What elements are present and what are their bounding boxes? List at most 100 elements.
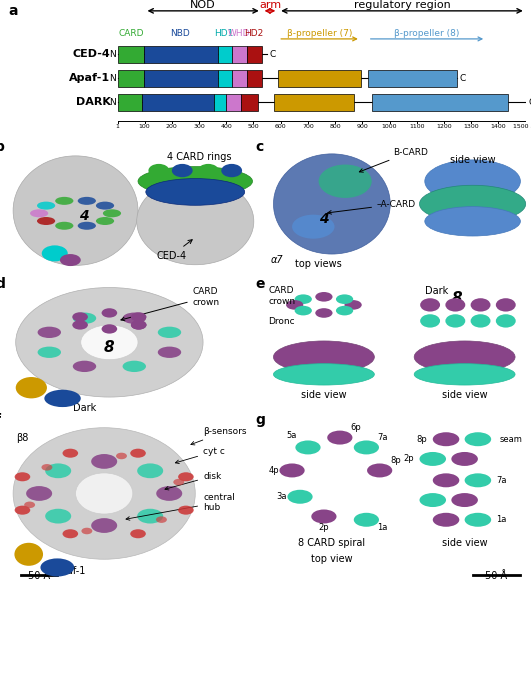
Text: 8p: 8p <box>417 435 427 444</box>
Ellipse shape <box>148 164 169 177</box>
Ellipse shape <box>286 300 303 310</box>
Ellipse shape <box>425 207 520 236</box>
Text: 2p: 2p <box>319 523 329 532</box>
Ellipse shape <box>96 217 114 225</box>
Ellipse shape <box>45 509 71 523</box>
Ellipse shape <box>60 254 81 266</box>
Ellipse shape <box>123 361 146 372</box>
Bar <box>118 94 142 111</box>
Ellipse shape <box>138 166 253 196</box>
Text: CARD: CARD <box>118 29 144 38</box>
Ellipse shape <box>24 501 35 508</box>
Ellipse shape <box>345 300 362 310</box>
Ellipse shape <box>63 449 78 458</box>
Ellipse shape <box>367 464 392 477</box>
Text: HD1: HD1 <box>215 29 234 38</box>
Text: side view: side view <box>442 538 487 548</box>
Text: C: C <box>528 98 531 107</box>
Text: 1: 1 <box>116 125 119 129</box>
Text: DARK: DARK <box>75 97 110 108</box>
Ellipse shape <box>311 510 337 523</box>
Bar <box>118 70 144 87</box>
Bar <box>144 46 218 63</box>
Ellipse shape <box>16 288 203 397</box>
Bar <box>218 70 232 87</box>
Ellipse shape <box>287 490 313 503</box>
Ellipse shape <box>315 292 332 301</box>
Ellipse shape <box>30 210 48 217</box>
Ellipse shape <box>78 222 96 229</box>
Text: Dark: Dark <box>73 403 96 413</box>
Ellipse shape <box>158 327 181 338</box>
Ellipse shape <box>131 321 147 329</box>
Ellipse shape <box>130 530 146 538</box>
Ellipse shape <box>136 178 254 264</box>
Ellipse shape <box>420 298 440 312</box>
Text: disk: disk <box>165 472 221 490</box>
Text: e: e <box>255 277 264 291</box>
Text: C: C <box>269 50 276 59</box>
Ellipse shape <box>55 197 73 205</box>
Bar <box>214 94 226 111</box>
Text: top views: top views <box>295 260 342 269</box>
Ellipse shape <box>72 312 88 321</box>
Text: N: N <box>109 98 116 107</box>
Text: d: d <box>0 277 5 291</box>
Ellipse shape <box>419 185 526 223</box>
Ellipse shape <box>451 452 478 466</box>
Ellipse shape <box>123 312 146 324</box>
Text: 8 CARD spiral: 8 CARD spiral <box>298 538 365 548</box>
Text: 5a: 5a <box>287 432 297 440</box>
Text: b: b <box>0 140 5 154</box>
Ellipse shape <box>101 324 117 334</box>
Bar <box>241 94 258 111</box>
Text: 600: 600 <box>275 125 287 129</box>
Ellipse shape <box>75 473 133 514</box>
Ellipse shape <box>470 314 491 327</box>
Text: side view: side view <box>450 155 495 164</box>
Bar <box>274 94 354 111</box>
Ellipse shape <box>273 364 374 385</box>
Text: β7: β7 <box>16 382 28 391</box>
Ellipse shape <box>131 321 147 329</box>
Ellipse shape <box>336 306 353 315</box>
Text: CED-4: CED-4 <box>73 49 110 60</box>
Ellipse shape <box>336 295 353 304</box>
Text: NOD: NOD <box>190 0 216 10</box>
Text: 4 CARD rings: 4 CARD rings <box>167 152 231 162</box>
Text: 1000: 1000 <box>382 125 397 129</box>
Text: 2p: 2p <box>404 454 414 464</box>
Ellipse shape <box>38 347 61 358</box>
Text: c: c <box>255 140 263 154</box>
Ellipse shape <box>14 543 43 566</box>
Ellipse shape <box>73 312 96 324</box>
Text: cyt c: cyt c <box>175 447 225 464</box>
Ellipse shape <box>178 472 194 482</box>
Ellipse shape <box>116 453 127 459</box>
Ellipse shape <box>16 377 47 399</box>
Bar <box>144 70 218 87</box>
Text: 50 Å: 50 Å <box>485 571 508 581</box>
Ellipse shape <box>137 464 163 478</box>
Ellipse shape <box>73 361 96 372</box>
Ellipse shape <box>295 306 312 315</box>
Ellipse shape <box>295 440 321 454</box>
Bar <box>247 70 262 87</box>
Text: 4: 4 <box>79 209 88 223</box>
Ellipse shape <box>63 530 78 538</box>
Text: a: a <box>8 4 18 18</box>
Ellipse shape <box>327 431 353 445</box>
Text: 700: 700 <box>302 125 314 129</box>
Text: WHD: WHD <box>227 29 250 38</box>
Ellipse shape <box>496 298 516 312</box>
Ellipse shape <box>319 164 372 198</box>
Text: 1a: 1a <box>377 523 388 532</box>
Text: 1a: 1a <box>496 515 507 524</box>
Ellipse shape <box>156 486 182 501</box>
Text: CARD
crown: CARD crown <box>121 288 220 321</box>
Text: g: g <box>255 413 265 427</box>
Text: B-CARD: B-CARD <box>359 147 428 172</box>
Ellipse shape <box>15 506 30 514</box>
Ellipse shape <box>178 506 194 514</box>
Text: Apaf-1: Apaf-1 <box>69 73 110 84</box>
